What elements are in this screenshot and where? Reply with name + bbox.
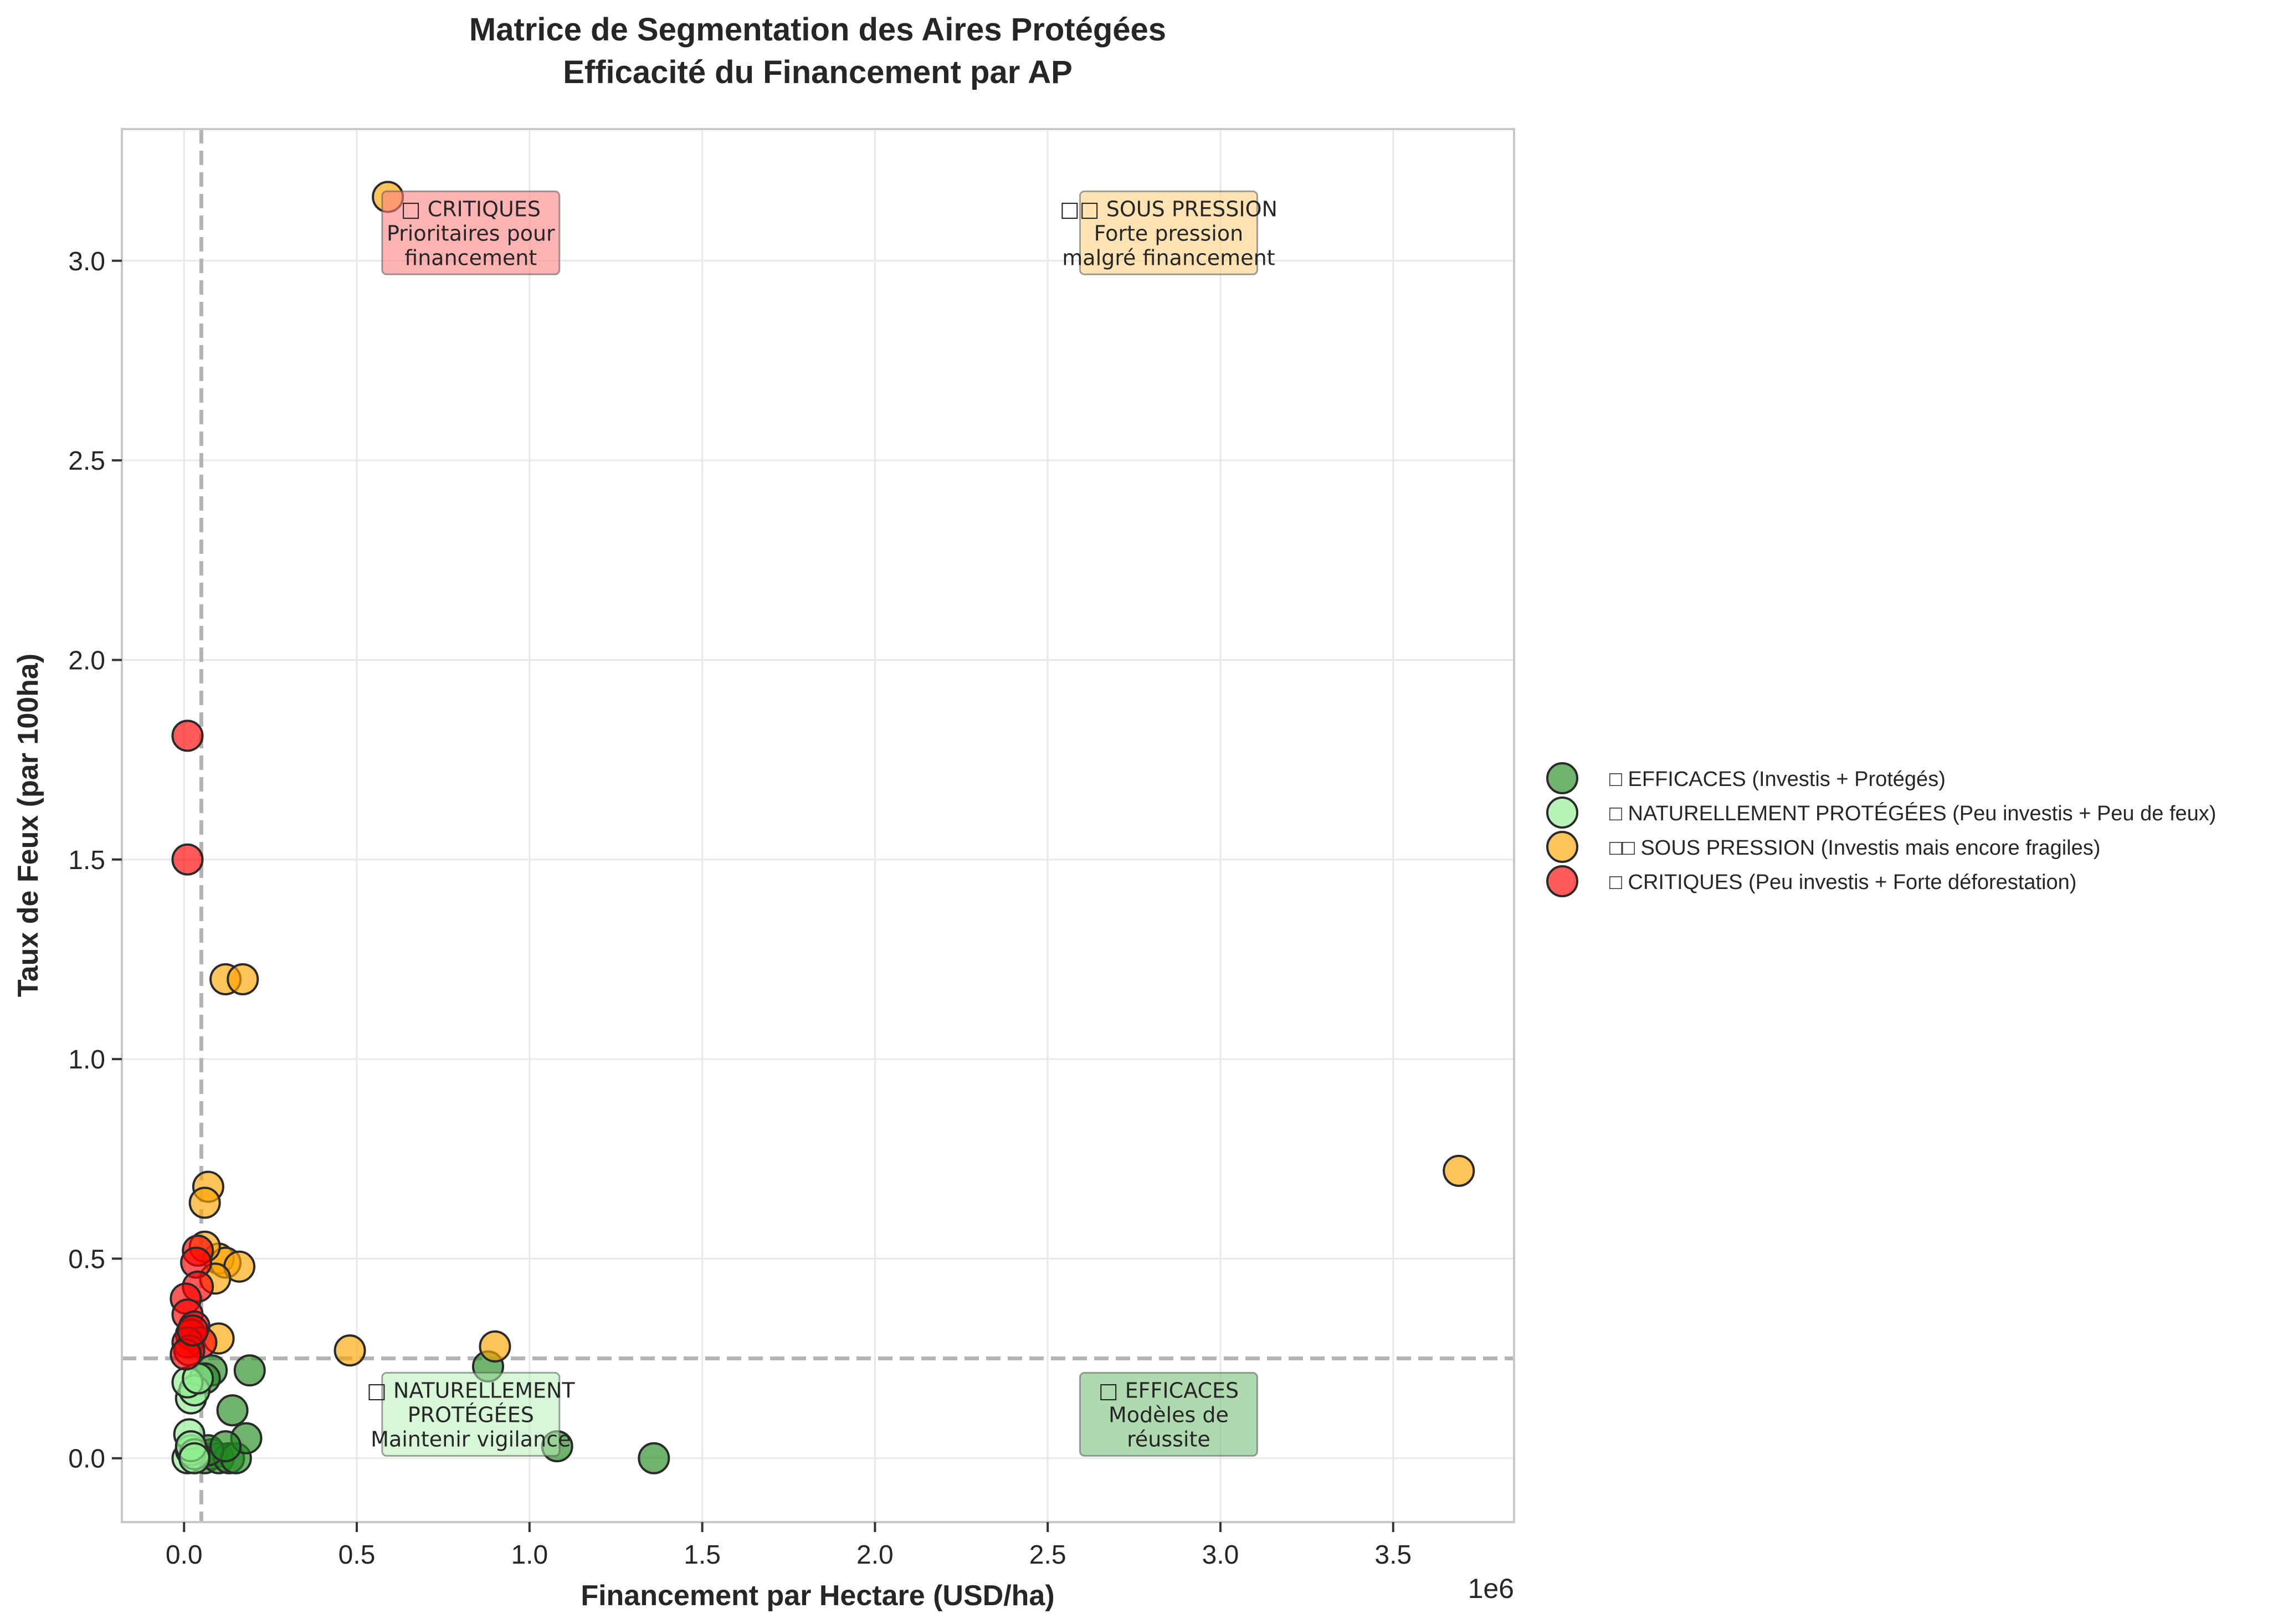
annotation-box xyxy=(1079,1371,1258,1457)
data-point-series-0 xyxy=(233,1354,266,1387)
legend-marker xyxy=(1546,865,1578,897)
data-point-series-3 xyxy=(176,1314,209,1347)
grid xyxy=(122,129,1514,1522)
legend-marker xyxy=(1546,762,1578,794)
x-tick-label: 2.0 xyxy=(856,1540,894,1570)
annotation-text: PROTÉGÉES xyxy=(408,1402,534,1427)
data-point-series-0 xyxy=(209,1430,242,1463)
annotation-text: □ CRITIQUES xyxy=(401,197,541,221)
x-tick-label: 0.0 xyxy=(166,1540,203,1570)
y-axis-label: Taux de Feux (par 100ha) xyxy=(12,654,44,997)
legend: □ EFFICACES (Investis + Protégés) □ NATUR… xyxy=(1546,762,2216,897)
legend-marker xyxy=(1546,796,1578,829)
threshold-lines xyxy=(122,129,1514,1522)
x-tick-label: 3.5 xyxy=(1374,1540,1412,1570)
y-tick-label: 1.0 xyxy=(68,1045,105,1075)
annotation-text: Prioritaires pour xyxy=(387,221,555,245)
data-point-series-2 xyxy=(334,1334,366,1367)
x-offset-label: 1e6 xyxy=(1468,1573,1514,1604)
annotation-text: Maintenir vigilance xyxy=(371,1427,571,1451)
legend-marker xyxy=(1546,831,1578,863)
x-axis-label: Financement par Hectare (USD/ha) xyxy=(581,1580,1054,1612)
annotation-text: Modèles de xyxy=(1109,1402,1229,1427)
data-point-series-0 xyxy=(638,1442,670,1474)
annotation-text: □□ SOUS PRESSION xyxy=(1060,197,1278,221)
y-tick-label: 0.5 xyxy=(68,1245,105,1274)
data-point-series-0 xyxy=(216,1394,249,1427)
x-tick-label: 2.5 xyxy=(1029,1540,1066,1570)
legend-entry-label: □ NATURELLEMENT PROTÉGÉES (Peu investis … xyxy=(1609,801,2216,825)
annotation-text: réussite xyxy=(1127,1427,1210,1451)
data-point-series-2 xyxy=(227,963,259,995)
annotation-text: □ EFFICACES xyxy=(1099,1378,1239,1402)
annotation-text: □ NATURELLEMENT xyxy=(367,1378,575,1402)
plot-frame xyxy=(121,128,1515,1523)
data-point-series-1 xyxy=(178,1442,211,1474)
data-point-series-3 xyxy=(171,720,204,752)
annotation-box xyxy=(381,190,561,275)
data-point-series-2 xyxy=(1443,1154,1475,1187)
y-tick-label: 1.5 xyxy=(68,846,105,875)
chart-title-line2: Efficacité du Financement par AP xyxy=(563,54,1073,90)
chart-title-line1: Matrice de Segmentation des Aires Protég… xyxy=(469,12,1166,48)
annotation-text: malgré financement xyxy=(1062,245,1275,270)
annotation-box xyxy=(1079,190,1258,275)
data-points xyxy=(170,181,1475,1474)
x-tick-label: 1.5 xyxy=(684,1540,721,1570)
data-point-series-2 xyxy=(188,1186,221,1219)
legend-entry-label: □ EFFICACES (Investis + Protégés) xyxy=(1609,768,1946,791)
annotation-text: Forte pression xyxy=(1094,221,1244,245)
data-point-series-2 xyxy=(479,1330,511,1363)
annotation-box xyxy=(381,1371,561,1457)
annotation-text: financement xyxy=(404,245,537,270)
y-tick-label: 2.5 xyxy=(68,446,105,476)
data-point-series-3 xyxy=(171,843,204,876)
y-tick-label: 3.0 xyxy=(68,247,105,276)
axis-ticks: 0.0 0.5 1.0 1.5 2.0 2.5 3.0 3.5 0.0 0.5 1.0 1.5 2.0 2… xyxy=(68,247,1412,1570)
x-tick-label: 3.0 xyxy=(1202,1540,1239,1570)
y-tick-label: 0.0 xyxy=(68,1445,105,1474)
legend-entry-label: □□ SOUS PRESSION (Investis mais encore f… xyxy=(1609,836,2100,860)
y-tick-label: 2.0 xyxy=(68,646,105,675)
x-tick-label: 0.5 xyxy=(338,1540,376,1570)
legend-entry-label: □ CRITIQUES (Peu investis + Forte défore… xyxy=(1609,871,2076,894)
x-tick-label: 1.0 xyxy=(511,1540,548,1570)
